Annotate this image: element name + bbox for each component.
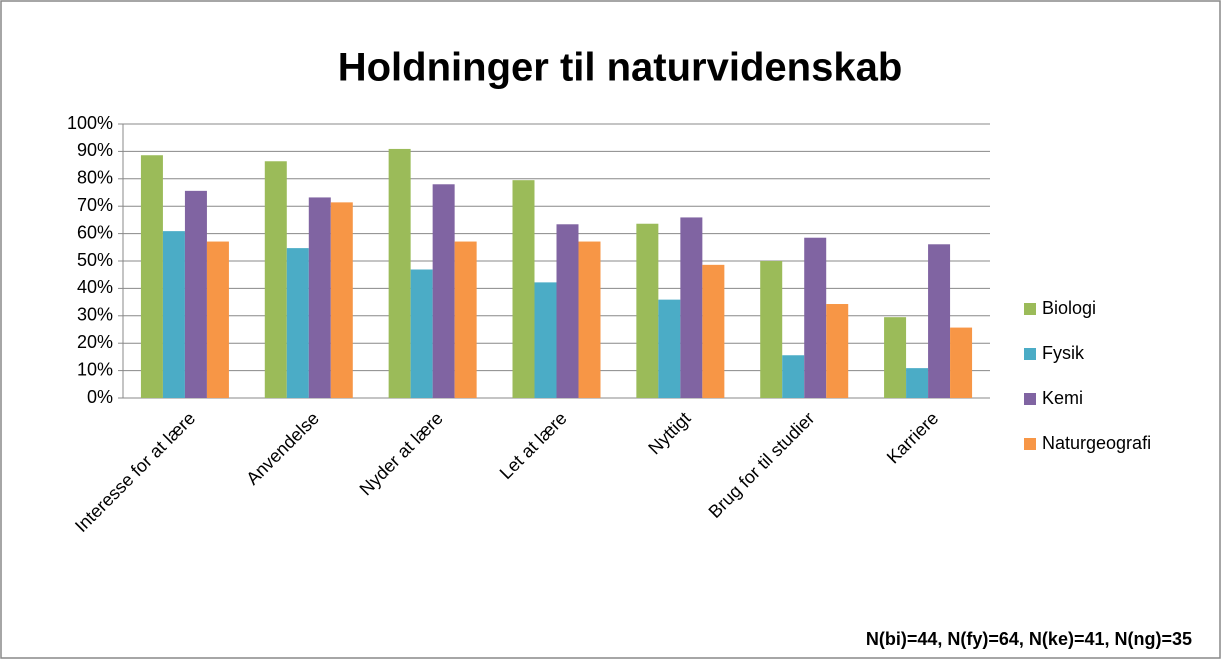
bar (636, 223, 659, 398)
y-tick-label: 90% (77, 140, 113, 160)
y-tick-label: 10% (77, 359, 113, 379)
bar (410, 269, 433, 398)
bar (556, 224, 579, 398)
legend-label: Naturgeografi (1042, 433, 1151, 453)
y-tick-label: 50% (77, 250, 113, 270)
y-tick-label: 70% (77, 195, 113, 215)
bar (512, 180, 535, 398)
bar (884, 317, 907, 398)
bar (826, 304, 849, 398)
bar (330, 202, 353, 398)
y-tick-label: 60% (77, 222, 113, 242)
bar (702, 264, 725, 398)
bar (308, 197, 331, 398)
bar (206, 241, 229, 398)
y-tick-label: 80% (77, 168, 113, 188)
y-tick-label: 30% (77, 305, 113, 325)
y-tick-label: 100% (67, 113, 113, 133)
y-tick-label: 20% (77, 332, 113, 352)
bar (658, 299, 681, 398)
bar (906, 368, 929, 398)
bar (388, 148, 411, 398)
bar (782, 355, 805, 398)
legend-swatch (1024, 303, 1036, 315)
y-tick-label: 40% (77, 277, 113, 297)
bar (264, 161, 287, 398)
legend-swatch (1024, 393, 1036, 405)
legend-swatch (1024, 438, 1036, 450)
bar (140, 155, 163, 398)
bar (454, 241, 477, 398)
legend-swatch (1024, 348, 1036, 360)
legend-label: Kemi (1042, 388, 1083, 408)
bar (286, 248, 309, 398)
bar (162, 231, 185, 398)
bar (950, 327, 973, 398)
bar (928, 244, 951, 398)
bar (680, 217, 703, 398)
bar (804, 237, 827, 398)
chart-title: Holdninger til naturvidenskab (338, 46, 903, 90)
legend-label: Biologi (1042, 298, 1096, 318)
bar (184, 190, 207, 398)
bar (432, 184, 455, 398)
bar (578, 241, 601, 398)
bar (534, 282, 557, 398)
annotation: N(bi)=44, N(fy)=64, N(ke)=41, N(ng)=35 (866, 629, 1192, 649)
y-tick-label: 0% (87, 387, 113, 407)
legend-label: Fysik (1042, 343, 1085, 363)
bar (760, 261, 783, 398)
